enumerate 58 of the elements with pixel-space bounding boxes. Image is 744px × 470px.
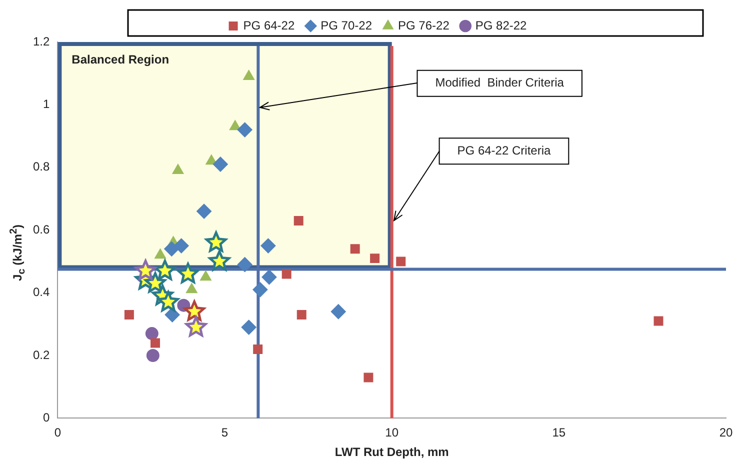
x-tick-label: 10	[385, 426, 399, 440]
point	[252, 282, 268, 298]
point	[364, 372, 374, 382]
x-tick-label: 15	[552, 426, 566, 440]
point	[207, 248, 232, 272]
point	[262, 270, 277, 285]
point	[176, 260, 200, 285]
y-tick-label: 0.4	[32, 285, 50, 300]
point	[229, 120, 241, 130]
legend-label: PG 70-22	[320, 18, 372, 32]
y-tick-label: 1.2	[32, 34, 50, 48]
point	[146, 349, 160, 362]
point	[243, 70, 255, 80]
point	[172, 164, 184, 174]
point	[145, 327, 158, 340]
point	[184, 314, 208, 338]
point	[150, 338, 160, 348]
point	[204, 230, 228, 254]
x-tick-label: 20	[719, 426, 733, 440]
point	[330, 304, 346, 320]
point	[370, 254, 380, 264]
point	[182, 298, 207, 322]
legend-label: PG 76-22	[398, 18, 450, 32]
point	[200, 270, 212, 281]
point	[156, 289, 181, 313]
annotation: PG 64-22 Criteria	[457, 143, 551, 158]
point	[241, 320, 256, 335]
x-tick-label: 5	[221, 426, 228, 440]
point	[164, 241, 180, 256]
point	[133, 258, 158, 282]
point	[212, 156, 228, 172]
band-label: Balanced Region	[72, 52, 170, 66]
legend-label: PG 64-22	[243, 18, 295, 32]
point	[260, 238, 276, 254]
x-tick-label: 0	[54, 426, 62, 440]
y-tick-label: 0.6	[32, 222, 50, 236]
legend-label: PG 82-22	[475, 18, 528, 32]
point	[350, 244, 360, 254]
y-tick-label: 0.2	[32, 348, 50, 362]
point	[296, 310, 306, 320]
point	[654, 316, 664, 326]
point	[237, 122, 252, 138]
point	[294, 216, 304, 226]
point	[186, 283, 198, 294]
y-tick-label: 0.8	[32, 160, 50, 174]
annotation: Modified Binder Criteria	[435, 76, 564, 90]
point	[154, 248, 166, 259]
y-tick-label: 0	[42, 410, 50, 425]
x-axis-title: LWT Rut Depth, mm	[334, 445, 449, 460]
point	[174, 238, 189, 254]
point	[282, 269, 292, 279]
point	[196, 204, 212, 219]
point	[253, 344, 263, 354]
point	[124, 310, 134, 320]
y-tick-label: 1	[42, 97, 50, 112]
point	[396, 256, 406, 266]
point	[142, 270, 168, 294]
point	[237, 257, 252, 272]
